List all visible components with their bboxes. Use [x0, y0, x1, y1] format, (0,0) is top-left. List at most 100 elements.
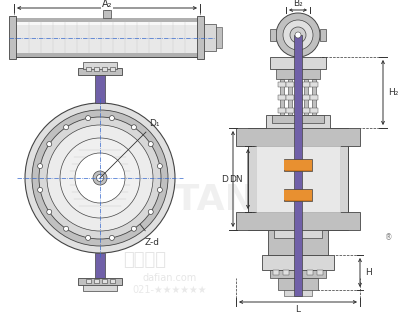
Text: A₂: A₂	[102, 0, 112, 9]
Circle shape	[38, 164, 43, 169]
Bar	[284, 290, 312, 296]
Bar	[302, 108, 310, 113]
Text: dafian.com: dafian.com	[143, 273, 197, 283]
Text: D: D	[221, 174, 228, 184]
Bar	[256, 146, 340, 212]
Bar	[310, 95, 318, 100]
Bar	[101, 279, 107, 283]
Bar	[304, 79, 308, 115]
Bar	[83, 62, 117, 69]
Circle shape	[157, 164, 162, 169]
Text: DATTAN: DATTAN	[94, 183, 256, 217]
Bar	[310, 82, 318, 87]
Circle shape	[38, 187, 43, 192]
Bar	[280, 79, 284, 115]
Bar	[268, 230, 328, 255]
Bar	[302, 82, 310, 87]
Circle shape	[64, 226, 68, 231]
Bar	[236, 128, 360, 146]
Text: D₁: D₁	[149, 119, 160, 128]
Circle shape	[295, 32, 301, 38]
Circle shape	[283, 20, 313, 50]
Bar	[86, 279, 90, 283]
Circle shape	[47, 142, 52, 146]
Bar	[302, 95, 310, 100]
Text: H: H	[365, 268, 372, 277]
Text: H₂: H₂	[388, 88, 398, 97]
Circle shape	[39, 117, 161, 239]
Circle shape	[25, 103, 175, 253]
Bar	[103, 10, 111, 18]
Bar	[317, 270, 323, 275]
Bar	[9, 16, 16, 59]
Text: B₂: B₂	[293, 0, 303, 9]
Bar	[294, 35, 302, 296]
Bar	[266, 115, 330, 130]
Bar	[94, 67, 98, 71]
Bar	[94, 279, 98, 283]
Circle shape	[86, 116, 91, 120]
Bar	[278, 95, 286, 100]
Circle shape	[157, 187, 162, 192]
Circle shape	[93, 171, 107, 185]
Circle shape	[109, 236, 114, 240]
Bar	[284, 159, 312, 171]
Bar	[105, 6, 109, 10]
Bar	[86, 67, 90, 71]
Text: DN: DN	[229, 174, 243, 184]
Text: L: L	[295, 306, 300, 314]
Bar	[286, 108, 294, 113]
Bar	[262, 255, 334, 270]
Bar	[284, 160, 312, 170]
Text: 021-★★★★★★: 021-★★★★★★	[133, 285, 207, 295]
Bar	[278, 278, 318, 290]
Circle shape	[47, 125, 153, 231]
Circle shape	[60, 138, 140, 218]
Bar	[95, 253, 105, 278]
Circle shape	[276, 13, 320, 57]
Bar	[272, 115, 324, 123]
Bar	[95, 75, 105, 103]
Bar	[284, 190, 312, 200]
Circle shape	[32, 110, 168, 246]
Bar	[278, 82, 286, 87]
Text: ®: ®	[386, 234, 393, 243]
Bar	[236, 212, 360, 230]
Bar	[286, 95, 294, 100]
Bar	[78, 68, 122, 75]
Circle shape	[148, 210, 153, 214]
Bar	[14, 18, 200, 57]
Bar	[101, 67, 107, 71]
Bar	[312, 79, 316, 115]
Circle shape	[290, 27, 306, 43]
Bar	[273, 270, 279, 275]
Circle shape	[75, 153, 125, 203]
Bar	[216, 27, 222, 48]
Bar	[274, 230, 322, 238]
Bar	[320, 29, 326, 41]
Circle shape	[64, 125, 68, 130]
Bar	[270, 270, 326, 278]
Bar	[270, 57, 326, 69]
Bar	[204, 24, 216, 51]
Bar	[197, 16, 204, 59]
Bar	[284, 189, 312, 201]
Bar	[278, 108, 286, 113]
Circle shape	[47, 210, 52, 214]
Bar	[283, 270, 289, 275]
Text: 大田阀门: 大田阀门	[123, 251, 166, 269]
Bar	[14, 18, 200, 22]
Bar	[14, 53, 200, 57]
Bar	[270, 29, 276, 41]
Circle shape	[109, 116, 114, 120]
Circle shape	[131, 125, 137, 130]
Bar	[83, 285, 117, 291]
Circle shape	[86, 236, 91, 240]
Bar	[248, 128, 348, 230]
Bar	[307, 270, 313, 275]
Bar	[276, 69, 320, 79]
Bar	[78, 278, 122, 285]
Text: Z-d: Z-d	[144, 238, 160, 247]
Bar	[288, 79, 292, 115]
Bar	[310, 108, 318, 113]
